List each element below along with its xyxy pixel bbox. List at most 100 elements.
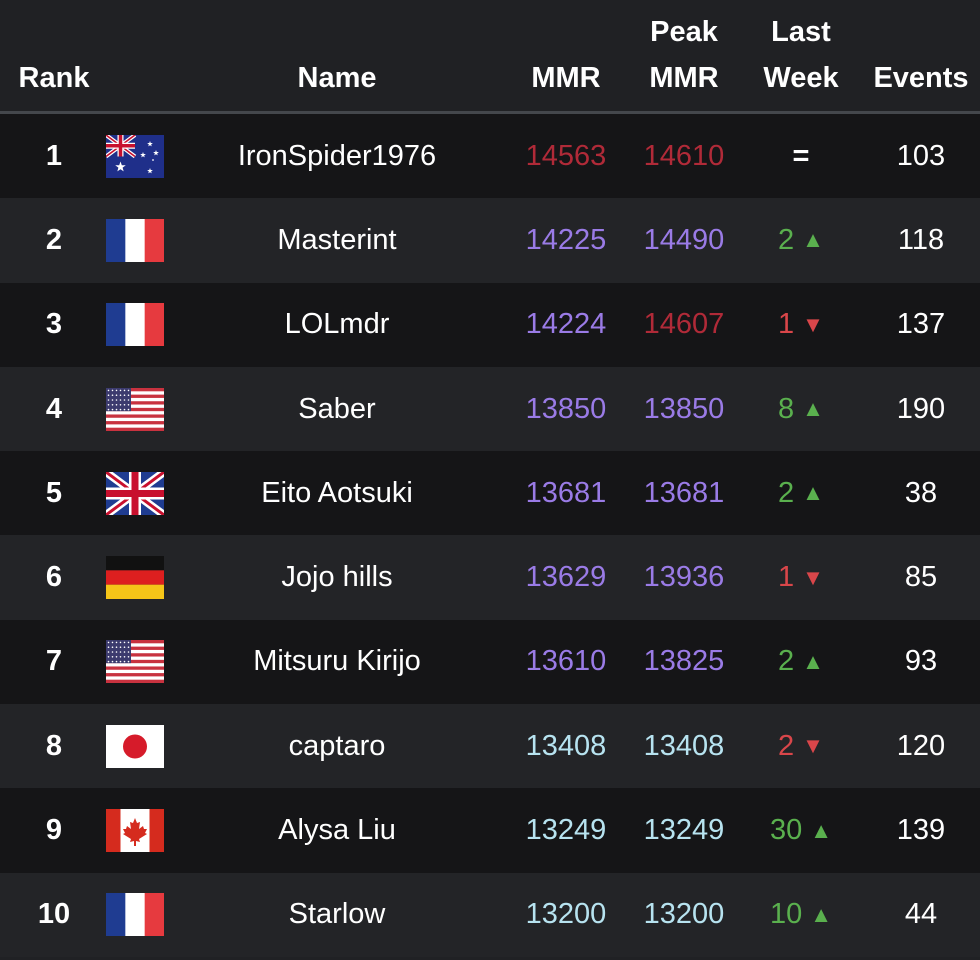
events-cell: 118	[897, 223, 945, 256]
au-flag-icon	[105, 114, 165, 198]
table-row[interactable]: 9 Alysa Liu 13249 13249 30 ▲ 139	[0, 788, 980, 873]
table-row[interactable]: 4 Saber 13850 13850 8 ▲ 190	[0, 366, 980, 452]
trend-value: 2	[778, 729, 795, 762]
events-cell: 103	[896, 139, 946, 172]
fr-flag-icon	[105, 873, 165, 957]
arrow-up-icon: ▲	[802, 480, 824, 506]
arrow-down-icon: ▼	[802, 311, 824, 337]
rank-cell: 1	[45, 139, 63, 172]
header-last-line1: Last	[771, 16, 831, 48]
arrow-up-icon: ▲	[802, 227, 824, 253]
arrow-down-icon: ▼	[802, 564, 824, 590]
fr-flag-icon	[105, 283, 165, 367]
ca-flag-icon	[105, 788, 165, 872]
events-cell: 85	[904, 561, 938, 594]
rank-cell: 7	[45, 645, 63, 678]
trend-value: 1	[778, 561, 795, 594]
us-flag-icon	[105, 620, 165, 704]
events-cell: 139	[896, 814, 946, 847]
trend-value: 1	[778, 308, 795, 341]
rank-cell: 3	[45, 308, 63, 341]
player-name-link[interactable]: Eito Aotsuki	[261, 476, 413, 509]
header-peak-line2: MMR	[649, 62, 719, 94]
us-flag-icon	[105, 367, 165, 451]
mmr-cell: 14225	[525, 223, 607, 256]
mmr-cell: 13249	[525, 814, 607, 847]
last-week-cell: 1 ▼	[745, 283, 857, 367]
events-cell: 137	[896, 308, 946, 341]
last-week-cell: =	[745, 114, 857, 198]
trend-value: =	[792, 139, 810, 172]
trend-value: 2	[778, 476, 795, 509]
last-week-cell: 2 ▲	[745, 620, 857, 704]
table-row[interactable]: 10 Starlow 13200 13200 10 ▲ 44	[0, 872, 980, 957]
mmr-cell: 13681	[525, 476, 607, 509]
player-name-link[interactable]: captaro	[288, 729, 386, 762]
header-last-line2: Week	[763, 62, 839, 94]
rank-cell: 5	[45, 476, 63, 509]
last-week-cell: 2 ▲	[745, 198, 857, 282]
player-name-link[interactable]: LOLmdr	[284, 308, 390, 341]
table-row[interactable]: 3 LOLmdr 14224 14607 1 ▼ 137	[0, 282, 980, 367]
mmr-cell: 13408	[525, 729, 607, 762]
header-mmr[interactable]: MMR	[531, 62, 601, 94]
peak-mmr-cell: 14490	[643, 223, 725, 256]
arrow-down-icon: ▼	[802, 733, 824, 759]
mmr-cell: 13850	[525, 392, 607, 425]
jp-flag-icon	[105, 704, 165, 788]
table-row[interactable]: 1 IronSpider1976 14563 14610 = 103	[0, 114, 980, 199]
rank-cell: 4	[45, 392, 63, 425]
peak-mmr-cell: 13249	[643, 814, 725, 847]
header-rank[interactable]: Rank	[18, 62, 90, 94]
rank-cell: 8	[45, 729, 63, 762]
last-week-cell: 2 ▲	[745, 451, 857, 535]
events-cell: 44	[904, 898, 938, 931]
de-flag-icon	[105, 535, 165, 619]
rank-cell: 10	[37, 898, 71, 931]
mmr-cell: 14224	[525, 308, 607, 341]
peak-mmr-cell: 13200	[643, 898, 725, 931]
mmr-cell: 14563	[525, 139, 607, 172]
arrow-up-icon: ▲	[810, 817, 833, 843]
player-name-link[interactable]: Alysa Liu	[278, 814, 396, 847]
events-cell: 38	[904, 476, 938, 509]
peak-mmr-cell: 13850	[643, 392, 725, 425]
table-row[interactable]: 8 captaro 13408 13408 2 ▼ 120	[0, 704, 980, 789]
player-name-link[interactable]: Saber	[298, 392, 376, 425]
mmr-cell: 13610	[525, 645, 607, 678]
trend-value: 10	[769, 898, 803, 931]
table-row[interactable]: 2 Masterint 14225 14490 2 ▲ 118	[0, 198, 980, 283]
peak-mmr-cell: 14610	[643, 139, 725, 172]
events-cell: 93	[904, 645, 938, 678]
table-row[interactable]: 6 Jojo hills 13629 13936 1 ▼ 85	[0, 535, 980, 620]
arrow-up-icon: ▲	[802, 648, 824, 674]
peak-mmr-cell: 14607	[643, 308, 725, 341]
player-name-link[interactable]: Starlow	[288, 898, 386, 931]
peak-mmr-cell: 13825	[643, 645, 725, 678]
fr-flag-icon	[105, 198, 165, 282]
rank-cell: 6	[45, 561, 63, 594]
mmr-cell: 13629	[525, 561, 607, 594]
table-row[interactable]: 5 Eito Aotsuki 13681 13681 2 ▲ 38	[0, 451, 980, 536]
header-events[interactable]: Events	[873, 62, 969, 94]
trend-value: 30	[769, 814, 803, 847]
last-week-cell: 10 ▲	[745, 873, 857, 957]
player-name-link[interactable]: IronSpider1976	[237, 139, 437, 172]
header-name[interactable]: Name	[297, 62, 377, 94]
peak-mmr-cell: 13408	[643, 729, 725, 762]
player-name-link[interactable]: Mitsuru Kirijo	[253, 645, 421, 678]
arrow-up-icon: ▲	[802, 396, 824, 422]
events-cell: 120	[896, 729, 946, 762]
player-name-link[interactable]: Jojo hills	[281, 561, 393, 594]
peak-mmr-cell: 13681	[643, 476, 725, 509]
trend-value: 8	[778, 392, 795, 425]
header-peak-mmr[interactable]: Peak MMR	[628, 9, 740, 101]
peak-mmr-cell: 13936	[643, 561, 725, 594]
last-week-cell: 2 ▼	[745, 704, 857, 788]
header-last-week[interactable]: Last Week	[745, 9, 857, 101]
last-week-cell: 30 ▲	[745, 788, 857, 872]
last-week-cell: 8 ▲	[745, 367, 857, 451]
player-name-link[interactable]: Masterint	[277, 223, 397, 256]
table-row[interactable]: 7 Mitsuru Kirijo 13610 13825 2 ▲ 93	[0, 619, 980, 705]
